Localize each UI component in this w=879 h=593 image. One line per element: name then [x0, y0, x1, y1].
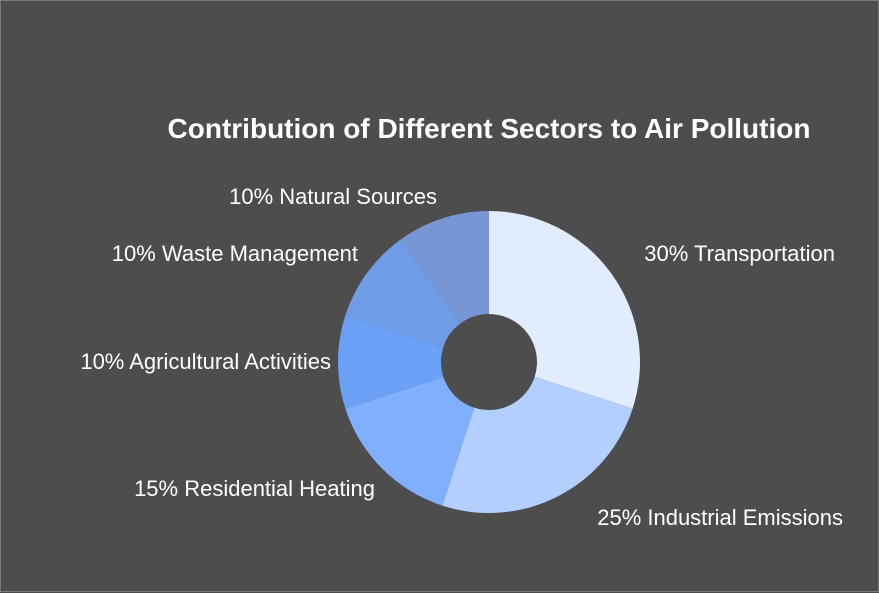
slice-label-industrial-emissions: 25% Industrial Emissions [597, 505, 843, 530]
slice-label-waste-management: 10% Waste Management [112, 241, 358, 266]
pie-slice-industrial-emissions [442, 376, 633, 513]
slice-label-agricultural-activities: 10% Agricultural Activities [80, 349, 331, 374]
pie-labels: 30% Transportation 25% Industrial Emissio… [80, 184, 843, 530]
slice-label-residential-heating: 15% Residential Heating [134, 476, 375, 501]
slice-label-natural-sources: 10% Natural Sources [229, 184, 437, 209]
chart-title: Contribution of Different Sectors to Air… [168, 113, 811, 144]
pie-slices [337, 211, 640, 513]
pie-slice-agricultural-activities [337, 315, 444, 409]
pie-slice-residential-heating [345, 376, 475, 506]
pie-slice-transportation [489, 211, 640, 409]
slice-label-transportation: 30% Transportation [644, 241, 835, 266]
pie-slice-waste-management [345, 239, 461, 348]
pie-slice-natural-sources [400, 211, 489, 324]
